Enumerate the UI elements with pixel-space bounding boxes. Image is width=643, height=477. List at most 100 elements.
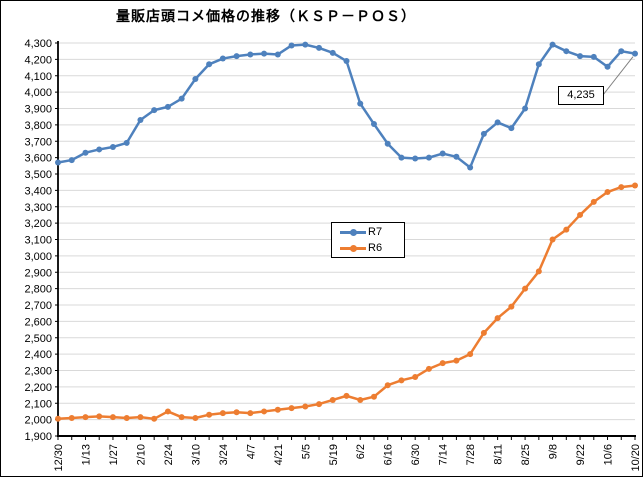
data-point-r7 — [425, 154, 432, 161]
data-point-r6 — [82, 414, 89, 421]
data-point-r7 — [632, 50, 638, 57]
data-point-r6 — [123, 414, 130, 421]
callout-leader-line — [602, 56, 634, 96]
data-point-r6 — [137, 414, 144, 421]
data-point-r6 — [357, 396, 364, 403]
data-point-r6 — [453, 357, 460, 364]
data-point-r6 — [55, 415, 61, 422]
data-point-r7 — [302, 41, 309, 48]
y-axis-label: 2,000 — [24, 415, 52, 427]
data-point-r7 — [618, 48, 625, 55]
chart-legend[interactable]: R7 R6 — [331, 222, 405, 258]
x-axis-label: 9/22 — [575, 444, 587, 465]
data-point-r6 — [494, 315, 501, 322]
legend-marker-r7 — [340, 228, 366, 236]
legend-item-r7[interactable]: R7 — [340, 225, 404, 239]
y-axis-label: 2,700 — [24, 300, 52, 312]
data-point-r6 — [192, 414, 199, 421]
data-point-r6 — [535, 268, 542, 275]
y-axis-label: 4,200 — [24, 54, 52, 66]
y-axis-label: 2,800 — [24, 284, 52, 296]
y-axis-label: 2,400 — [24, 349, 52, 361]
data-point-r6 — [618, 184, 625, 191]
data-point-r7 — [467, 164, 474, 171]
chart-title: 量販店頭コメ価格の推移（ＫＳＰ－ＰＯＳ） — [116, 8, 416, 24]
data-label-callout[interactable]: 4,235 — [558, 86, 604, 105]
x-axis-label: 4/7 — [245, 444, 257, 459]
y-axis-label: 4,000 — [24, 87, 52, 99]
series-line-r6 — [56, 184, 637, 421]
data-point-r6 — [178, 414, 185, 421]
data-point-r7 — [480, 130, 487, 137]
data-point-r6 — [577, 211, 584, 218]
data-point-r6 — [316, 401, 323, 408]
data-point-r7 — [590, 53, 597, 60]
data-point-r7 — [535, 61, 542, 68]
data-point-r6 — [329, 396, 336, 403]
data-point-r7 — [398, 154, 405, 161]
legend-marker-r6 — [340, 244, 366, 252]
y-axis-label: 4,100 — [24, 71, 52, 83]
data-point-r6 — [425, 365, 432, 372]
data-point-r7 — [219, 55, 226, 62]
y-axis-label: 2,500 — [24, 333, 52, 345]
data-point-r6 — [96, 413, 103, 420]
data-point-r7 — [549, 41, 556, 48]
x-axis-label: 9/8 — [548, 444, 560, 459]
x-axis-label: 2/24 — [163, 444, 175, 465]
data-point-r6 — [563, 226, 570, 233]
x-axis-label: 10/20 — [630, 444, 642, 472]
y-axis-label: 3,300 — [24, 202, 52, 214]
x-axis-label: 7/28 — [465, 444, 477, 465]
data-point-r7 — [370, 121, 377, 128]
data-point-r7 — [137, 116, 144, 123]
data-point-r6 — [247, 410, 254, 417]
data-point-r6 — [68, 414, 75, 421]
x-axis-label: 5/19 — [328, 444, 340, 465]
y-axis-label: 3,200 — [24, 218, 52, 230]
data-point-r6 — [206, 411, 213, 418]
y-axis-label: 4,300 — [24, 38, 52, 50]
data-point-r7 — [55, 159, 61, 166]
data-point-r7 — [68, 157, 75, 164]
data-point-r7 — [164, 103, 171, 110]
data-point-r6 — [274, 406, 281, 413]
data-point-r6 — [398, 377, 405, 384]
y-axis-label: 3,800 — [24, 120, 52, 132]
legend-label-r7: R7 — [368, 226, 383, 238]
data-point-r6 — [151, 415, 158, 422]
y-axis-label: 2,900 — [24, 267, 52, 279]
data-point-r6 — [604, 189, 611, 196]
x-axis-label: 1/27 — [108, 444, 120, 465]
x-axis-label: 8/11 — [493, 444, 505, 465]
data-point-r7 — [82, 149, 89, 156]
legend-item-r6[interactable]: R6 — [340, 241, 404, 255]
x-axis-label: 6/30 — [410, 444, 422, 465]
data-point-r6 — [632, 182, 638, 189]
data-point-r7 — [316, 44, 323, 51]
x-axis-label: 1/13 — [80, 444, 92, 465]
data-point-r7 — [178, 95, 185, 102]
x-axis-label: 3/24 — [218, 444, 230, 465]
data-point-r6 — [508, 303, 515, 310]
x-axis-label: 6/16 — [383, 444, 395, 465]
data-point-r6 — [302, 403, 309, 410]
y-axis-label: 2,200 — [24, 382, 52, 394]
x-axis-label: 2/10 — [135, 444, 147, 465]
y-axis-label: 2,600 — [24, 316, 52, 328]
data-point-r6 — [439, 360, 446, 367]
y-axis-label: 3,500 — [24, 169, 52, 181]
data-point-r7 — [494, 119, 501, 126]
data-point-r7 — [109, 143, 116, 150]
data-point-r7 — [453, 153, 460, 160]
data-point-r7 — [151, 107, 158, 114]
data-point-r7 — [206, 61, 213, 68]
data-point-r7 — [123, 139, 130, 146]
x-axis-label: 7/14 — [438, 444, 450, 465]
x-axis-label: 3/10 — [190, 444, 202, 465]
data-point-r7 — [357, 100, 364, 107]
data-point-r7 — [288, 42, 295, 49]
x-axis-label: 6/2 — [355, 444, 367, 459]
x-axis-label: 5/5 — [300, 444, 312, 459]
